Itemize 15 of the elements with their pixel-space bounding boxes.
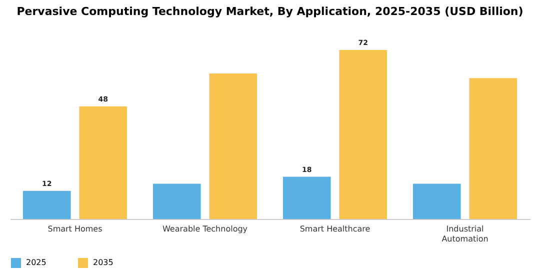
bar <box>209 73 257 219</box>
bar <box>23 190 71 219</box>
bar <box>469 78 517 219</box>
bar <box>339 50 387 219</box>
bar <box>283 176 331 219</box>
x-tick-label: Smart Homes <box>48 224 102 234</box>
legend-label: 2035 <box>93 258 114 267</box>
bar <box>413 184 461 219</box>
chart-title: Pervasive Computing Technology Market, By Application, 2025-2035 (USD Billion) <box>16 5 524 18</box>
legend-label: 2025 <box>26 258 46 267</box>
x-tick-label: Wearable Technology <box>162 224 248 234</box>
x-tick-label: Industrial Automation <box>442 224 488 244</box>
x-tick-label: Smart Healthcare <box>300 224 370 234</box>
bar <box>153 184 201 219</box>
bar <box>79 106 127 219</box>
